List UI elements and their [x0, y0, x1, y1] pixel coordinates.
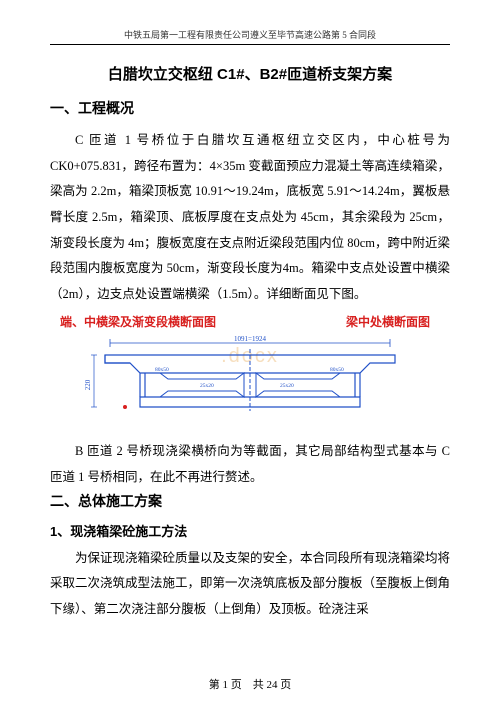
svg-text:220: 220 — [84, 380, 92, 391]
svg-text:25x20: 25x20 — [200, 383, 214, 389]
after-diagram-paragraph: B 匝道 2 号桥现浇梁横桥向为等截面，其它局部结构型式基本与 C 匝道 1 号… — [50, 439, 450, 490]
document-title: 白腊坎立交枢纽 C1#、B2#匝道桥支架方案 — [50, 63, 450, 84]
svg-text:80x50: 80x50 — [155, 367, 169, 373]
header-text: 中铁五局第一工程有限责任公司遵义至毕节高速公路第 5 合同段 — [50, 28, 450, 44]
svg-text:25x20: 25x20 — [280, 383, 294, 389]
section-2-heading: 二、总体施工方案 — [50, 491, 450, 511]
section-2-paragraph-1: 为保证现浇箱梁砼质量以及支架的安全，本合同段所有现浇箱梁均将采取二次浇筑成型法施… — [50, 546, 450, 623]
cross-section-svg: 1091=1924 220 80x50 — [50, 335, 450, 430]
cross-section-diagram: 端、中横梁及渐变段横断面图 梁中处横断面图 .docx 1091=1924 — [50, 313, 450, 431]
section-2-sub-1: 1、现浇箱梁砼施工方法 — [50, 521, 450, 540]
diagram-label-left: 端、中横梁及渐变段横断面图 — [60, 313, 216, 330]
svg-text:80x50: 80x50 — [330, 367, 344, 373]
page-footer: 第 1 页 共 24 页 — [0, 676, 500, 692]
section-1-paragraph: C 匝道 1 号桥位于白腊坎互通枢纽立交区内，中心桩号为CK0+075.831，… — [50, 128, 450, 307]
section-1-heading: 一、工程概况 — [50, 98, 450, 118]
diagram-label-right: 梁中处横断面图 — [346, 313, 430, 330]
header-rule — [50, 44, 450, 45]
document-page: 中铁五局第一工程有限责任公司遵义至毕节高速公路第 5 合同段 白腊坎立交枢纽 C… — [0, 0, 500, 706]
top-dimension: 1091=1924 — [234, 335, 266, 343]
